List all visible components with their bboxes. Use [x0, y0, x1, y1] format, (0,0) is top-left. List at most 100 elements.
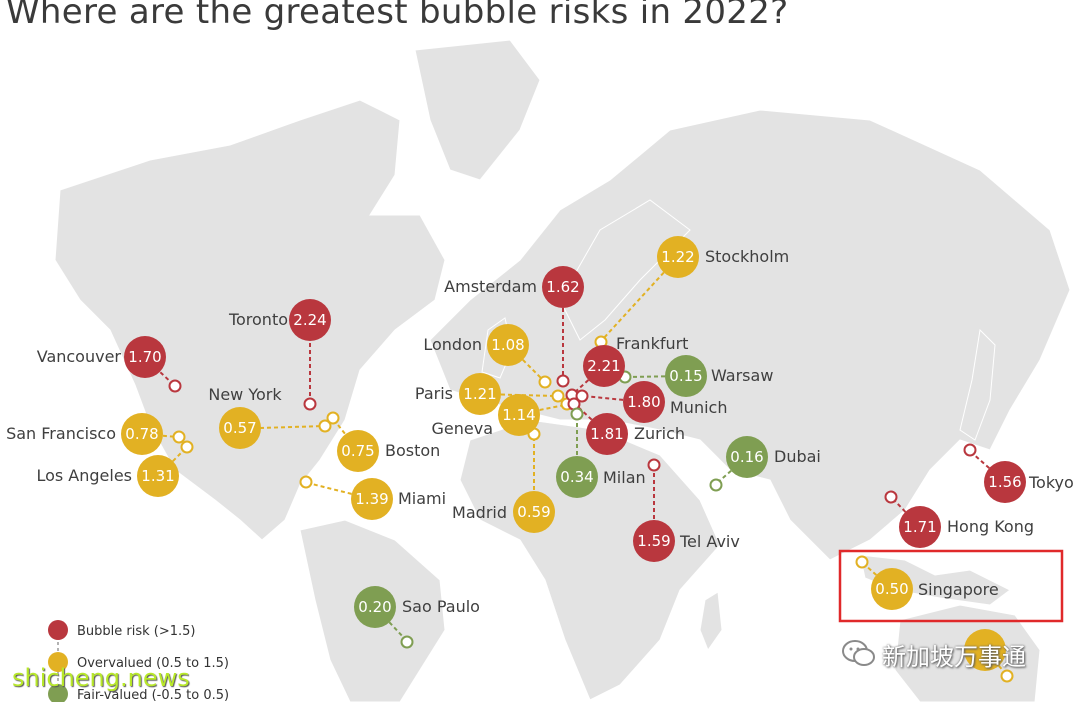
city-name-hong-kong: Hong Kong: [947, 517, 1034, 536]
city-value-warsaw: 0.15: [669, 367, 702, 385]
legend-label-overvalued: Overvalued (0.5 to 1.5): [77, 656, 229, 671]
marker-munich: [575, 389, 589, 403]
legend-swatch-overvalued: [48, 652, 68, 672]
connector-stockholm: [601, 256, 679, 341]
city-milan: 0.34 Milan: [556, 456, 646, 498]
city-bubble-tokyo: [984, 461, 1026, 503]
city-value-san-francisco: 0.78: [125, 425, 158, 443]
legend-label-bubble: Bubble risk (>1.5): [77, 624, 196, 639]
connector-san-francisco: [141, 433, 179, 438]
city-bubble-los-angeles: [137, 455, 179, 497]
city-sydney: [964, 629, 1006, 671]
city-bubble-dubai: [726, 436, 768, 478]
city-new-york: 0.57 New York: [208, 385, 282, 449]
city-bubble-san-francisco: [121, 413, 163, 455]
city-name-warsaw: Warsaw: [711, 366, 773, 385]
city-name-boston: Boston: [385, 441, 440, 460]
city-name-stockholm: Stockholm: [705, 247, 789, 266]
city-name-tokyo: Tokyo: [1028, 473, 1074, 492]
city-bubble-toronto: [289, 299, 331, 341]
legend: Bubble risk (>1.5) Overvalued (0.5 to 1.…: [48, 620, 229, 702]
marker-new-york: [318, 419, 332, 433]
marker-boston: [326, 411, 340, 425]
city-name-frankfurt: Frankfurt: [616, 334, 688, 353]
marker-singapore: [855, 555, 869, 569]
site-watermark: shicheng.news: [12, 664, 190, 692]
city-value-geneva: 1.14: [502, 406, 535, 424]
city-value-paris: 1.21: [463, 385, 496, 403]
marker-dubai: [709, 478, 723, 492]
wechat-icon: [842, 640, 875, 666]
city-name-singapore: Singapore: [918, 580, 999, 599]
city-bubble-zurich: [586, 413, 628, 455]
city-bubble-sydney: [964, 629, 1006, 671]
city-name-munich: Munich: [670, 398, 727, 417]
city-value-munich: 1.80: [627, 393, 660, 411]
wechat-watermark-text: 新加坡万事通: [882, 642, 1026, 671]
city-bubble-boston: [337, 430, 379, 472]
city-value-tel-aviv: 1.59: [637, 532, 670, 550]
city-bubble-amsterdam: [542, 266, 584, 308]
city-frankfurt: 2.21 Frankfurt: [583, 334, 688, 387]
city-bubble-stockholm: [657, 236, 699, 278]
city-los-angeles: 1.31 Los Angeles: [36, 455, 179, 497]
city-bubbles: 2.24 Toronto 2.21 Frankfurt 1.81 Zurich 1.80 Mu…: [6, 236, 1074, 671]
landmass-greenland: [414, 39, 541, 181]
marker-miami: [299, 475, 313, 489]
city-bubble-tel-aviv: [633, 520, 675, 562]
marker-vancouver: [168, 379, 182, 393]
city-paris: 1.21 Paris: [415, 373, 501, 415]
city-value-dubai: 0.16: [730, 448, 763, 466]
city-name-milan: Milan: [603, 468, 646, 487]
city-name-new-york: New York: [208, 385, 282, 404]
city-value-boston: 0.75: [341, 442, 374, 460]
city-zurich: 1.81 Zurich: [586, 413, 685, 455]
marker-toronto: [303, 397, 317, 411]
city-madrid: 0.59 Madrid: [452, 491, 555, 533]
city-name-zurich: Zurich: [634, 424, 685, 443]
connector-singapore: [863, 563, 893, 590]
city-bubble-hong-kong: [899, 506, 941, 548]
city-value-sao-paulo: 0.20: [358, 598, 391, 616]
legend-swatch-bubble: [48, 620, 68, 640]
city-value-new-york: 0.57: [223, 419, 256, 437]
singapore-highlight-box: [838, 549, 1064, 623]
city-value-milan: 0.34: [560, 468, 593, 486]
marker-los-angeles: [180, 440, 194, 454]
city-bubble-vancouver: [124, 336, 166, 378]
city-name-vancouver: Vancouver: [37, 347, 122, 366]
city-bubble-miami: [351, 478, 393, 520]
city-name-london: London: [423, 335, 482, 354]
city-value-toronto: 2.24: [293, 311, 326, 329]
marker-hong-kong: [884, 490, 898, 504]
marker-tokyo: [963, 443, 977, 457]
city-name-toronto: Toronto: [228, 310, 288, 329]
city-value-frankfurt: 2.21: [587, 357, 620, 375]
legend-swatch-fairvalued: [48, 684, 68, 702]
city-value-vancouver: 1.70: [128, 348, 161, 366]
city-value-amsterdam: 1.62: [546, 278, 579, 296]
city-value-london: 1.08: [491, 336, 524, 354]
city-vancouver: 1.70 Vancouver: [37, 336, 166, 378]
city-dubai: 0.16 Dubai: [726, 436, 821, 478]
page-title: Where are the greatest bubble risks in 2…: [6, 0, 789, 32]
city-value-miami: 1.39: [355, 490, 388, 508]
marker-amsterdam: [556, 374, 570, 388]
city-bubble-new-york: [219, 407, 261, 449]
city-miami: 1.39 Miami: [351, 478, 446, 520]
city-name-dubai: Dubai: [774, 447, 821, 466]
landmass-madagascar: [699, 591, 723, 652]
city-name-paris: Paris: [415, 384, 453, 403]
city-bubble-singapore: [871, 568, 913, 610]
city-name-los-angeles: Los Angeles: [36, 466, 132, 485]
city-bubble-milan: [556, 456, 598, 498]
marker-sao-paulo: [400, 635, 414, 649]
city-tokyo: 1.56 Tokyo: [984, 461, 1074, 503]
city-bubble-london: [487, 324, 529, 366]
city-boston: 0.75 Boston: [337, 430, 440, 472]
city-bubble-madrid: [513, 491, 555, 533]
city-san-francisco: 0.78 San Francisco: [6, 413, 163, 455]
landmass-japan: [959, 328, 996, 441]
city-bubble-frankfurt: [583, 345, 625, 387]
